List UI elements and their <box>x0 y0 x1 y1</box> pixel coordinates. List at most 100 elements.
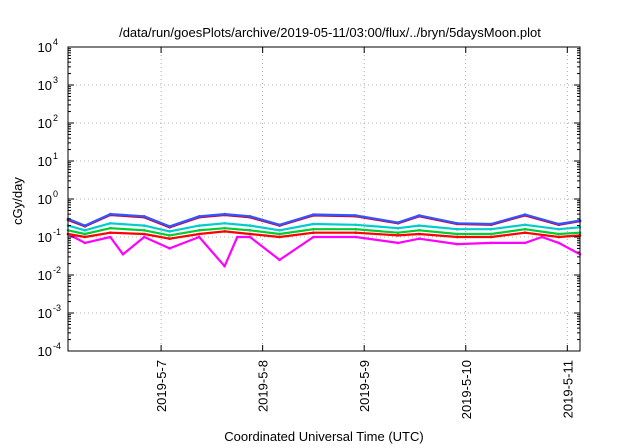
series-point <box>396 226 400 230</box>
y-tick-label: 10 <box>38 154 52 169</box>
series-point <box>489 227 493 231</box>
series-point <box>236 235 239 239</box>
series-point <box>109 231 112 234</box>
series-point <box>248 235 252 239</box>
series-point <box>523 227 527 231</box>
series-point <box>223 264 226 268</box>
series-point <box>312 231 315 234</box>
x-tick-label: 2019-5-11 <box>560 360 575 418</box>
series-point <box>456 222 459 225</box>
series-point <box>417 237 421 240</box>
grid-lines <box>68 47 580 351</box>
series-point <box>278 232 281 236</box>
y-tick-exponent: -3 <box>53 303 61 313</box>
series-point <box>417 229 421 232</box>
series-point <box>354 235 358 239</box>
series-point <box>456 232 459 236</box>
series-point <box>396 241 400 245</box>
series-point <box>197 215 201 218</box>
series-line <box>67 227 581 237</box>
chart-title: /data/run/goesPlots/archive/2019-05-11/0… <box>119 25 541 40</box>
series-point <box>109 222 112 225</box>
series-point <box>168 230 171 233</box>
y-tick-label: 10 <box>38 40 52 55</box>
y-tick-label: 10 <box>38 344 52 359</box>
y-tick-exponent: -2 <box>53 265 61 275</box>
series-point <box>354 227 358 231</box>
series-point <box>396 221 400 224</box>
series-point <box>312 213 315 216</box>
series-point <box>456 227 459 231</box>
series-point <box>354 223 358 227</box>
series-point <box>523 241 527 245</box>
series-point <box>396 234 400 237</box>
y-tick-label: 10 <box>38 116 52 131</box>
series-point <box>83 232 87 236</box>
series-point <box>168 237 171 240</box>
series-point <box>312 235 315 239</box>
y-tick-exponent: 4 <box>53 37 58 47</box>
series-point <box>523 223 527 227</box>
series-point <box>142 224 146 227</box>
series-point <box>142 232 146 236</box>
series-point <box>557 241 561 245</box>
y-tick-exponent: -1 <box>53 227 61 237</box>
series-point <box>489 222 493 226</box>
series-point <box>278 258 281 262</box>
series-point <box>540 235 544 239</box>
series-point <box>456 242 459 246</box>
series-point <box>109 235 112 239</box>
y-tick-label: 10 <box>38 268 52 283</box>
series-point <box>142 235 146 239</box>
series-point <box>278 235 281 239</box>
x-tick-label: 2019-5-8 <box>256 360 271 412</box>
series-point <box>109 212 112 216</box>
series-point <box>197 224 201 227</box>
series-point <box>312 227 315 231</box>
y-tick-label: 10 <box>38 230 52 245</box>
series-point <box>223 230 226 233</box>
x-tick-label: 2019-5-7 <box>154 360 169 412</box>
series-point <box>83 224 87 227</box>
series-point <box>109 226 112 230</box>
series-point <box>489 232 493 236</box>
series-point <box>197 235 201 239</box>
y-axis-label: cGy/day <box>10 177 25 225</box>
series-point <box>354 231 358 234</box>
series-point <box>396 231 400 234</box>
series-point <box>489 241 493 245</box>
series-point <box>489 235 493 239</box>
series-line <box>67 230 581 240</box>
series-point <box>354 214 358 217</box>
y-tick-label: 10 <box>38 78 52 93</box>
series-point <box>197 229 201 232</box>
series-point <box>278 229 281 232</box>
series-point <box>142 229 146 232</box>
series-point <box>417 224 421 227</box>
series-point <box>248 232 252 236</box>
series-line <box>67 233 581 268</box>
y-tick-exponent: -4 <box>53 341 61 351</box>
series-point <box>557 235 561 239</box>
series-point <box>248 215 252 218</box>
x-tick-label: 2019-5-9 <box>357 360 372 412</box>
y-tick-exponent: 3 <box>53 75 58 85</box>
series-point <box>223 226 226 230</box>
series-point <box>168 247 171 250</box>
y-tick-exponent: 0 <box>53 189 58 199</box>
y-tick-exponent: 2 <box>53 113 58 123</box>
series-point <box>197 232 201 236</box>
series-point <box>278 223 281 227</box>
series-point <box>223 222 226 225</box>
series-point <box>248 229 252 232</box>
series-point <box>83 229 87 232</box>
series-point <box>248 224 252 227</box>
y-tick-label: 10 <box>38 306 52 321</box>
series-line <box>67 222 581 233</box>
series-point <box>83 235 87 239</box>
series-point <box>417 214 421 217</box>
x-axis-label: Coordinated Universal Time (UTC) <box>224 429 423 444</box>
series-point <box>557 232 561 236</box>
